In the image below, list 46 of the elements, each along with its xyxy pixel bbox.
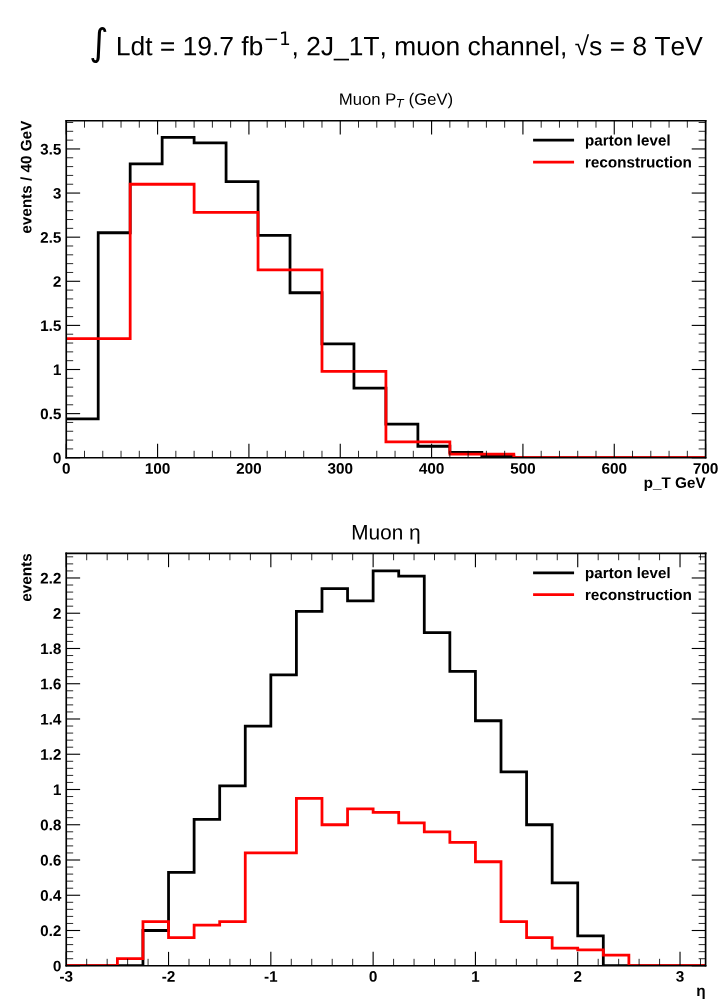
y-tick-label: 1.5 [41,320,61,332]
y-tick-label: 0.4 [40,890,62,901]
legend-label: reconstruction [585,588,691,601]
y-tick-label: 3 [53,187,61,199]
y-tick-label: 2.2 [40,572,61,584]
y-tick-label: 1.6 [41,678,61,690]
x-tick-label: -1 [264,971,278,982]
y-tick-label: 0.8 [40,819,61,831]
legend-label: reconstruction [585,156,691,168]
x-tick-label: 300 [327,462,353,474]
y-tick-label: 1 [53,784,61,796]
y-tick-label: 2.5 [40,232,61,243]
x-tick-label: 0 [62,462,70,474]
y-tick-label: 0 [53,452,61,464]
y-tick-label: 1.2 [41,749,61,760]
x-tick-label: 400 [419,462,444,474]
y-tick-label: 2 [53,276,61,287]
y-tick-label: 0.2 [40,925,61,937]
x-tick-label: 700 [693,462,718,474]
y-tick-label: 0.6 [40,854,61,866]
legend-label: parton level [585,134,670,149]
y-tick-label: 1.8 [41,643,61,655]
x-tick-label: 600 [602,462,627,474]
chart-title: Muon η [352,525,420,544]
x-tick-label: 200 [236,462,262,474]
chart-subtitle: Muon P$_{T}$ (GeV) [340,92,453,109]
x-tick-label: 1 [472,971,480,982]
y-tick-label: 0 [53,960,61,972]
y-axis-title: events [21,553,32,602]
y-tick-label: 0.5 [40,408,61,420]
x-tick-label: 500 [510,462,536,474]
chart-title: ∫ Ldt = 19.7 fb$^{−1}$, 2J_1T, muon channel, √s = 8 TeV [91,26,703,64]
y-tick-label: 3.5 [40,143,61,155]
x-tick-label: 3 [676,971,684,982]
x-tick-label: -3 [60,971,73,982]
x-axis-title: p_T GeV [644,477,706,492]
x-tick-label: -2 [162,971,175,982]
y-tick-label: 1.4 [41,714,62,725]
x-tick-label: 100 [145,462,170,474]
legend-label: parton level [585,567,670,582]
y-tick-label: 2 [53,608,61,619]
x-axis-title: η [697,987,705,1000]
y-axis-title: events / 40 GeV [20,120,32,234]
x-tick-label: 0 [369,971,377,982]
y-tick-label: 1 [53,364,61,376]
x-tick-label: 2 [574,971,582,982]
